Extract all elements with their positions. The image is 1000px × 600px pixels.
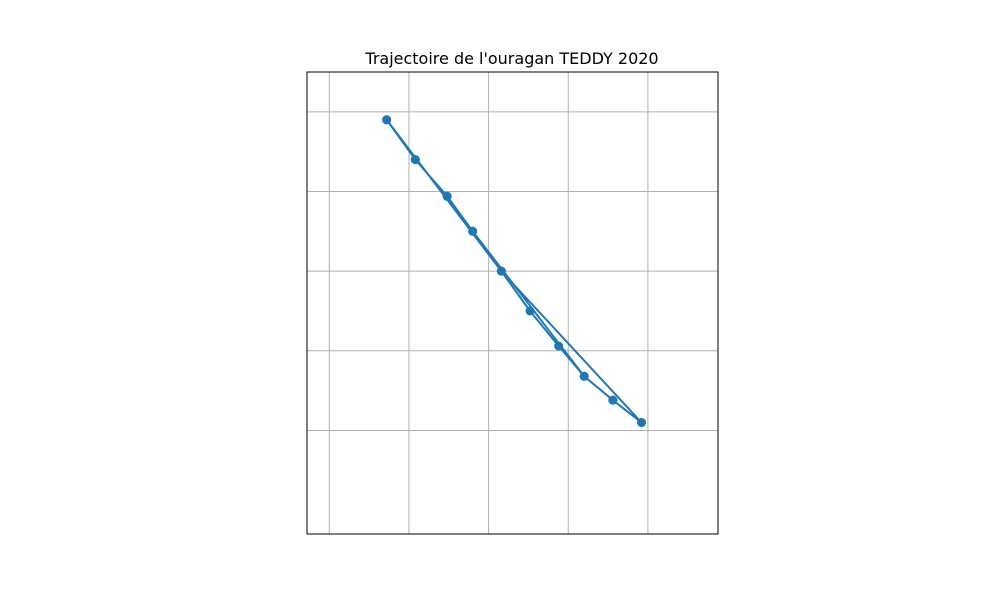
axes-frame <box>306 71 719 535</box>
track-point <box>637 417 647 427</box>
track-point <box>410 155 420 165</box>
track-line <box>385 118 643 424</box>
track-point <box>496 266 506 276</box>
plot-area <box>306 71 719 535</box>
track-point <box>442 191 452 201</box>
track-point <box>608 395 618 405</box>
track-point <box>468 226 478 236</box>
track-point <box>554 341 564 351</box>
track-point <box>382 115 392 125</box>
track-point <box>579 371 589 381</box>
chart-title: Trajectoire de l'ouragan TEDDY 2020 <box>364 49 658 68</box>
track-point <box>525 306 535 316</box>
